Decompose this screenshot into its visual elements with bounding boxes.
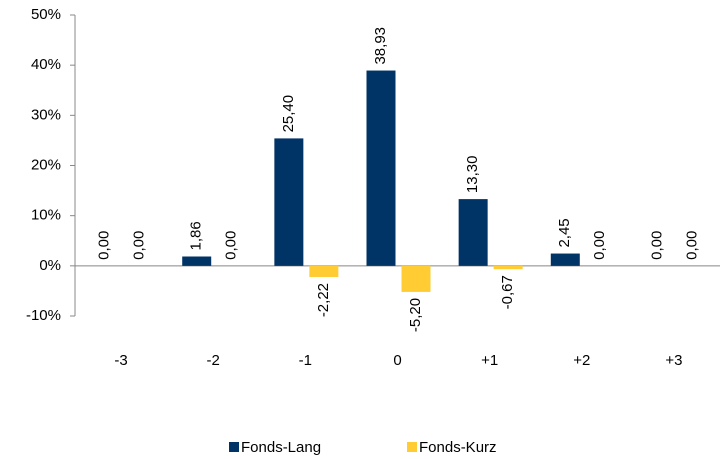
data-label: 0,00: [591, 231, 608, 260]
data-label: 2,45: [556, 218, 573, 247]
legend-swatch: [407, 442, 417, 452]
bar: [493, 265, 523, 270]
y-tick-label: -10%: [26, 307, 61, 324]
y-tick-label: 0%: [39, 257, 61, 274]
data-label: -0,67: [499, 275, 516, 309]
data-label: -2,22: [315, 283, 332, 317]
bar: [401, 265, 431, 292]
data-label: 0,00: [96, 231, 113, 260]
x-tick-label: -1: [299, 352, 312, 369]
y-tick-label: 40%: [31, 56, 61, 73]
x-tick-label: 0: [393, 352, 401, 369]
data-label: -5,20: [407, 298, 424, 332]
x-tick-label: +1: [481, 352, 498, 369]
x-tick-label: -2: [207, 352, 220, 369]
y-tick-label: 50%: [31, 6, 61, 23]
y-tick-label: 10%: [31, 207, 61, 224]
data-label: 38,93: [372, 27, 389, 65]
bar: [274, 138, 304, 266]
data-label: 25,40: [280, 95, 297, 133]
data-label: 0,00: [223, 231, 240, 260]
bar: [309, 265, 339, 277]
data-label: 0,00: [131, 231, 148, 260]
x-tick-label: +2: [573, 352, 590, 369]
legend-label: Fonds-Lang: [241, 439, 321, 456]
bar: [550, 253, 580, 266]
x-tick-label: +3: [665, 352, 682, 369]
bar: [182, 256, 212, 266]
bar: [458, 199, 488, 266]
data-label: 0,00: [648, 231, 665, 260]
data-label: 1,86: [188, 221, 205, 250]
x-tick-label: -3: [114, 352, 127, 369]
y-tick-label: 20%: [31, 156, 61, 173]
legend-swatch: [229, 442, 239, 452]
y-tick-label: 30%: [31, 106, 61, 123]
legend-label: Fonds-Kurz: [419, 439, 497, 456]
data-label: 13,30: [464, 156, 481, 194]
bar: [366, 70, 396, 266]
data-label: 0,00: [683, 231, 700, 260]
